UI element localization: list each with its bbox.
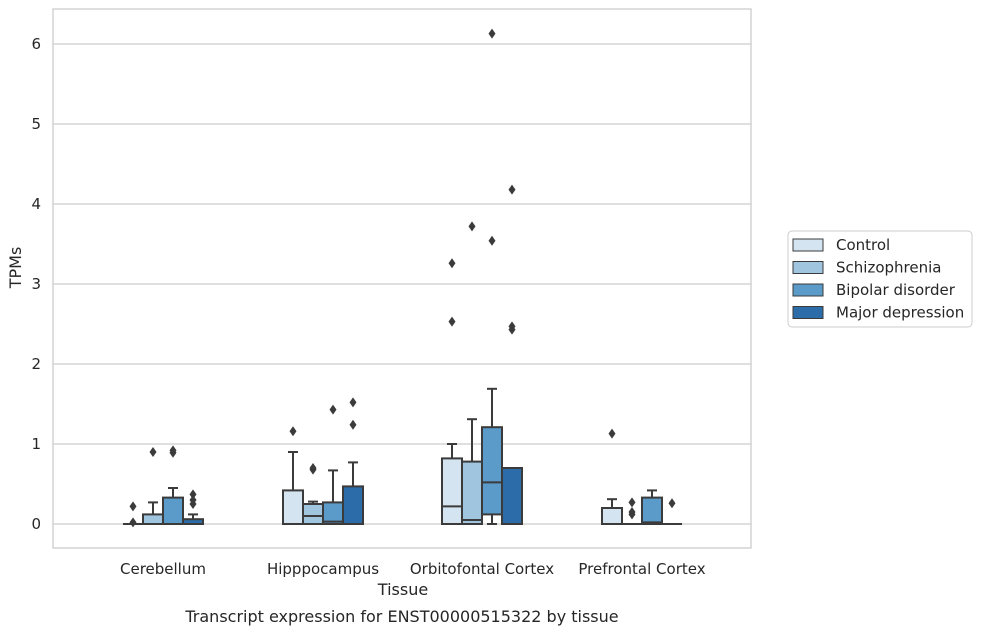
legend-frame [787,230,973,328]
box-iqr [302,503,324,525]
box-iqr [282,489,304,525]
legend-swatch [792,283,824,297]
legend-label: Schizophrenia [836,259,941,277]
x-tick-label: Cerebellum [120,560,206,578]
box-major-depression [501,184,523,525]
box-schizophrenia [622,497,642,525]
y-tick-label: 3 [31,275,41,293]
outlier-point [329,404,337,415]
box-iqr [481,426,503,516]
x-tick-labels: Cerebellum Hipppocampus Orbitofontal Corte… [120,560,706,578]
y-tick-label: 0 [31,515,41,533]
outlier-point [488,235,496,246]
box-iqr [501,467,523,525]
outlier-point [448,258,456,269]
outlier-point [189,499,197,509]
x-tick-label: Hipppocampus [267,560,379,578]
outlier-point [309,463,317,473]
box-bipolar-disorder [162,445,184,526]
outlier-point [129,517,137,528]
y-tick-label: 4 [31,195,41,213]
y-tick-labels: 0 1 2 3 4 5 6 [31,35,41,533]
box-control [601,428,623,525]
plot-area-frame [52,8,752,549]
outlier-point [149,447,157,457]
outlier-point [448,316,456,327]
outlier-point [628,497,636,508]
box-groups [123,28,682,528]
legend: Control Schizophrenia Bipolar disorder Majo… [787,230,973,328]
y-tick-label: 1 [31,435,41,453]
box-major-depression [342,397,364,525]
outlier-point [508,184,516,195]
outlier-point [608,428,616,439]
y-tick-label: 6 [31,35,41,53]
outlier-point [169,447,177,458]
outlier-point [349,419,357,430]
y-axis-title: TPMs [6,247,25,290]
box-iqr [162,496,184,526]
box-iqr [342,485,364,525]
outlier-point [488,28,496,39]
box-control [123,501,143,528]
box-iqr [461,460,483,526]
outlier-point [289,426,297,437]
outlier-point [468,221,476,232]
x-axis-title: Tissue [377,580,428,599]
legend-label: Bipolar disorder [836,281,956,299]
legend-label: Control [836,236,890,254]
box-control [441,258,463,525]
box-iqr [641,496,663,526]
outlier-point [628,509,636,520]
box-major-depression [182,489,204,526]
box-iqr [601,507,623,525]
box-bipolar-disorder [641,489,663,526]
y-tick-label: 5 [31,115,41,133]
box-iqr [441,457,463,525]
legend-swatch [792,238,824,252]
outlier-point [668,498,676,509]
outlier-point [349,397,357,408]
chart-caption: Transcript expression for ENST0000051532… [184,607,618,626]
legend-swatch [792,261,824,274]
x-tick-label: Prefrontal Cortex [578,560,705,578]
outlier-point [189,489,197,500]
outlier-point [129,501,137,512]
outlier-point [508,321,516,332]
x-tick-label: Orbitofontal Cortex [410,560,554,578]
box-major-depression [662,498,682,525]
box-iqr [142,513,164,526]
y-tick-label: 2 [31,355,41,373]
box-control [282,426,304,525]
legend-label: Major depression [836,304,964,322]
legend-swatch [792,306,824,319]
